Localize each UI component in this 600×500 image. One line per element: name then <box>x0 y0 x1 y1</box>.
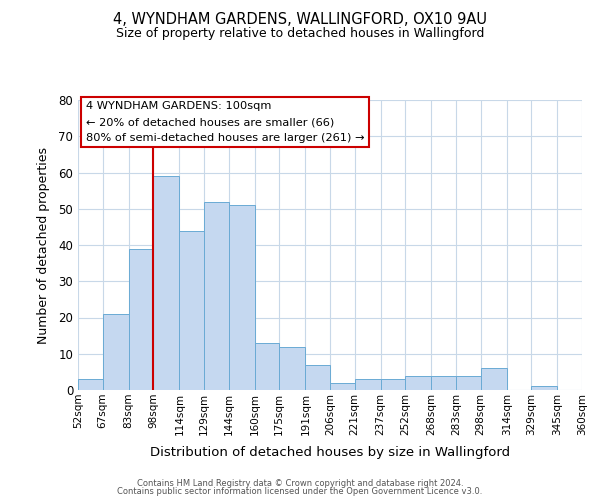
Bar <box>531 386 557 390</box>
Bar <box>355 379 381 390</box>
Bar <box>103 314 129 390</box>
Bar <box>431 376 456 390</box>
Bar <box>255 343 279 390</box>
Y-axis label: Number of detached properties: Number of detached properties <box>37 146 50 344</box>
Bar <box>305 364 330 390</box>
Bar <box>229 205 255 390</box>
Bar <box>153 176 179 390</box>
Text: Size of property relative to detached houses in Wallingford: Size of property relative to detached ho… <box>116 28 484 40</box>
Bar <box>279 346 305 390</box>
Text: 4 WYNDHAM GARDENS: 100sqm
← 20% of detached houses are smaller (66)
80% of semi-: 4 WYNDHAM GARDENS: 100sqm ← 20% of detac… <box>86 102 364 142</box>
Text: 4, WYNDHAM GARDENS, WALLINGFORD, OX10 9AU: 4, WYNDHAM GARDENS, WALLINGFORD, OX10 9A… <box>113 12 487 28</box>
Bar <box>381 379 405 390</box>
Text: Contains HM Land Registry data © Crown copyright and database right 2024.: Contains HM Land Registry data © Crown c… <box>137 478 463 488</box>
Bar <box>179 230 204 390</box>
Bar <box>204 202 229 390</box>
Bar <box>481 368 507 390</box>
Bar <box>78 379 103 390</box>
Bar <box>456 376 481 390</box>
Bar <box>129 248 153 390</box>
Bar <box>330 383 355 390</box>
Text: Contains public sector information licensed under the Open Government Licence v3: Contains public sector information licen… <box>118 487 482 496</box>
X-axis label: Distribution of detached houses by size in Wallingford: Distribution of detached houses by size … <box>150 446 510 459</box>
Bar <box>405 376 431 390</box>
